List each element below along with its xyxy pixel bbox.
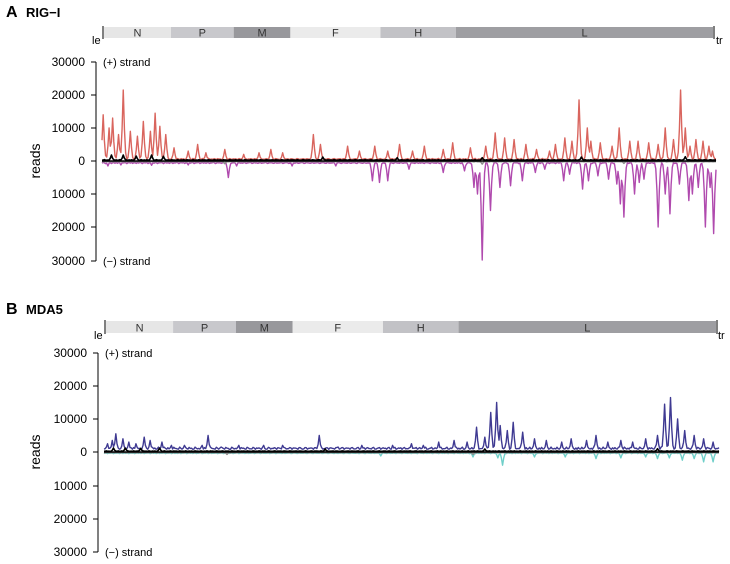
panel-a-series-plus [101,89,717,161]
panel-b-gene-label: N [136,323,144,335]
panel-a-gene-m [233,27,291,38]
panel-a-ytick-label: 20000 [52,220,86,234]
panel-a-ytick-label: 10000 [52,187,86,201]
panel-b-ytick-label: 0 [80,445,87,459]
panel-b-gene-label: H [417,323,425,335]
panel-b-y-ticks [93,352,98,553]
panel-b-genome-tr: tr [718,330,725,342]
panel-a-gene-f [290,27,381,38]
panel-b-gene-f [292,321,383,333]
panel-a-ytick-label: 0 [78,154,85,168]
panel-b-mda5: B MDA5 N P M F H L le tr 30000 20000 10000 0 … [6,301,725,559]
panel-a-series-minus [101,161,717,261]
panel-b-gene-label: P [201,323,208,335]
panel-b-ytick-label: 20000 [54,379,88,393]
panel-b-gene-m [235,321,293,333]
panel-b-title: MDA5 [26,302,63,317]
panel-a-genome-le: le [92,35,101,47]
panel-b-gene-n [106,321,174,333]
panel-a-rig-i: A RIG−I N P M F H L le tr 30000 20000 10000 0… [6,4,723,268]
panel-b-gene-label: F [334,323,341,335]
panel-b-y-tick-labels: 30000 20000 10000 0 10000 20000 30000 [54,346,88,559]
panel-b-minus-strand-label: (−) strand [105,547,152,559]
panel-b-series-minus [103,452,720,466]
panel-a-gene-label: H [414,28,422,40]
panel-a-y-ticks [91,61,96,262]
panel-a-gene-l [456,27,713,38]
panel-a-minus-strand-label: (−) strand [103,256,150,268]
panel-a-gene-label: N [134,28,142,40]
panel-a-plus-strand-label: (+) strand [103,57,150,69]
panel-b-y-axis-label: reads [27,434,43,469]
panel-b-ytick-label: 30000 [54,346,88,360]
panel-b-ytick-label: 10000 [54,412,88,426]
panel-a-y-tick-labels: 30000 20000 10000 0 10000 20000 30000 [52,55,86,268]
panel-a-y-axis-label: reads [27,143,43,178]
panel-b-plus-strand-label: (+) strand [105,348,152,360]
panel-a-gene-p [170,27,234,38]
panel-a-ytick-label: 30000 [52,55,86,69]
panel-b-ytick-label: 10000 [54,479,88,493]
panel-b-genome-le: le [94,330,103,342]
panel-b-gene-label: L [584,323,590,335]
panel-b-ytick-label: 30000 [54,545,88,559]
panel-b-letter: B [6,301,18,318]
panel-a-gene-n [104,27,171,38]
panel-a-plot [101,89,717,261]
panel-b-gene-h [382,321,459,333]
panel-a-ytick-label: 10000 [52,121,86,135]
panel-a-title: RIG−I [26,5,60,20]
panel-b-plot [103,396,720,466]
panel-a-gene-label: P [199,28,206,40]
panel-b-gene-label: M [260,323,269,335]
panel-a-gene-label: F [332,28,339,40]
panel-a-gene-h [380,27,457,38]
panel-a-gene-label: M [257,28,266,40]
panel-a-gene-label: L [581,28,587,40]
panel-b-series-plus [103,396,720,450]
panel-b-gene-p [173,321,236,333]
panel-a-ytick-label: 30000 [52,254,86,268]
panel-b-ytick-label: 20000 [54,512,88,526]
panel-a-ytick-label: 20000 [52,88,86,102]
panel-b-gene-l [458,321,716,333]
panel-a-letter: A [6,4,18,21]
panel-a-genome-tr: tr [716,35,723,47]
panel-a-series-control-plus [101,154,717,162]
